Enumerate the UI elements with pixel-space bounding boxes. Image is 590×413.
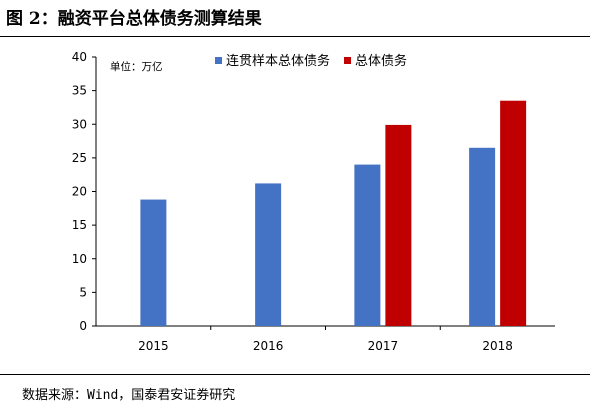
chart-axes: 0 5 10 15 20 25 30 35 40 2015 2016 2017 2018 xyxy=(72,50,555,353)
x-tick-label: 2016 xyxy=(253,339,284,353)
legend-label: 连贯样本总体债务 xyxy=(226,53,330,69)
y-tick-label: 20 xyxy=(72,185,87,199)
y-tick-label: 30 xyxy=(72,117,87,131)
x-tick-label: 2015 xyxy=(138,339,169,353)
legend-swatch xyxy=(344,57,352,64)
y-tick-label: 10 xyxy=(72,252,87,266)
x-tick-label: 2017 xyxy=(368,339,399,353)
bar xyxy=(500,100,527,327)
legend-label: 总体债务 xyxy=(355,53,407,69)
figure-title: 图 2：融资平台总体债务测算结果 xyxy=(6,9,262,29)
chart-legend: 连贯样本总体债务 总体债务 xyxy=(215,53,407,69)
unit-label: 单位：万亿 xyxy=(110,60,163,73)
y-tick-label: 25 xyxy=(72,151,87,165)
bar xyxy=(385,124,412,326)
legend-swatch xyxy=(215,57,222,64)
y-tick-label: 35 xyxy=(72,84,87,98)
bottom-divider xyxy=(0,374,590,375)
bar xyxy=(255,183,282,326)
y-tick-label: 5 xyxy=(79,285,87,299)
x-tick-label: 2018 xyxy=(482,339,513,353)
y-tick-label: 40 xyxy=(72,50,87,64)
bar xyxy=(354,164,381,326)
top-divider xyxy=(0,36,590,37)
y-tick-label: 0 xyxy=(79,319,87,333)
source-note: 数据来源：Wind，国泰君安证券研究 xyxy=(22,388,236,403)
chart-bars xyxy=(140,100,527,327)
bar xyxy=(469,147,496,326)
bar xyxy=(140,199,167,326)
y-tick-label: 15 xyxy=(72,218,87,232)
